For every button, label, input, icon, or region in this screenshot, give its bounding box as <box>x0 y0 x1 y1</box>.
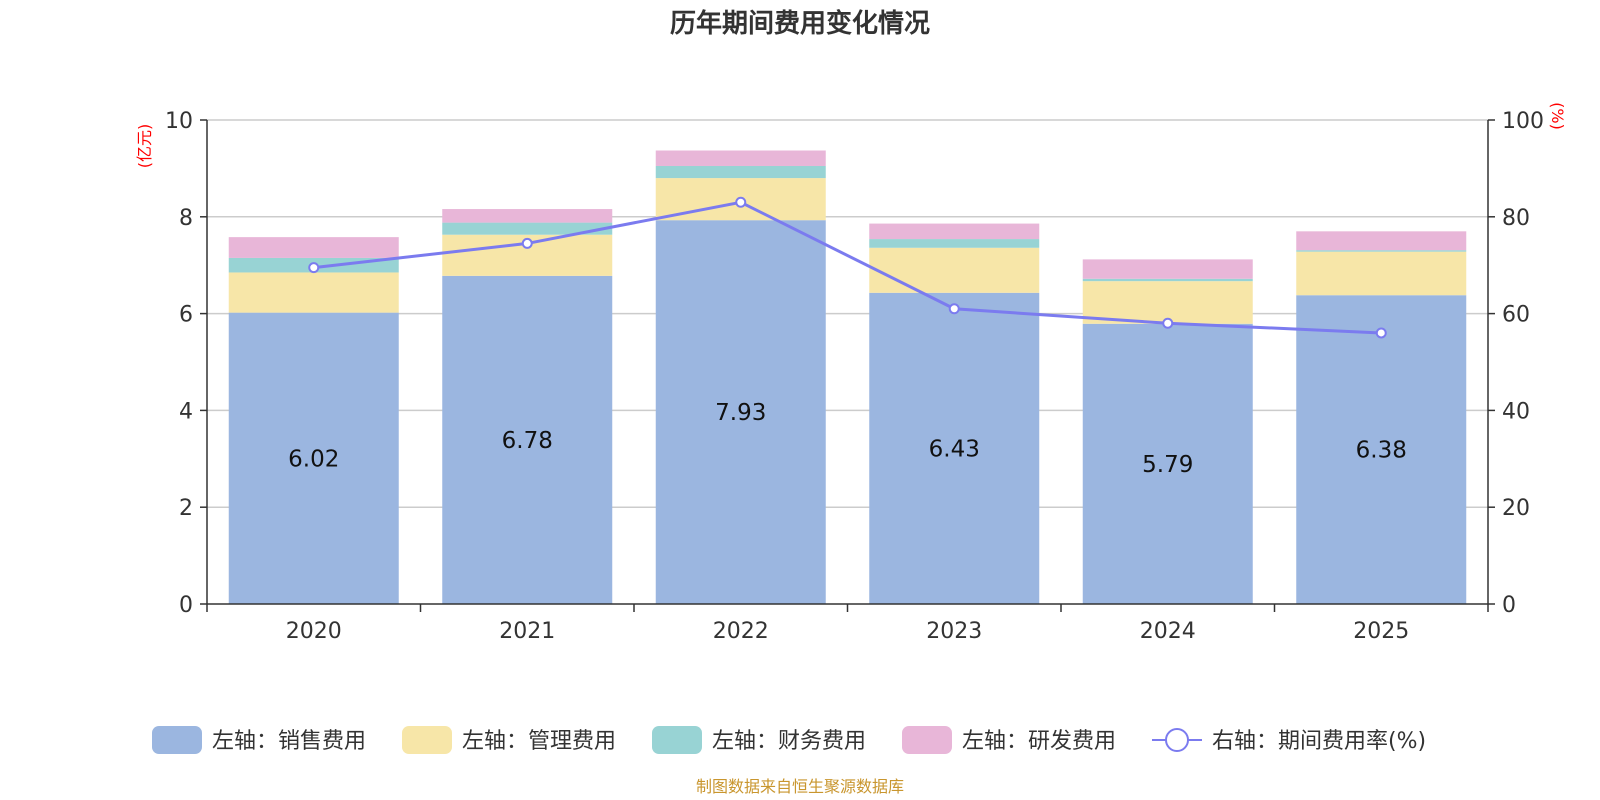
bar-segment-4 <box>1296 231 1467 251</box>
source-note: 制图数据来自恒生聚源数据库 <box>696 777 904 796</box>
bar-data-label: 6.02 <box>288 446 339 472</box>
legend: 左轴：销售费用 左轴：管理费用 左轴：财务费用 左轴：研发费用 右轴：期间费用率(%) <box>152 726 1426 754</box>
bar-data-label: 6.38 <box>1356 438 1407 464</box>
x-tick-label: 2021 <box>499 619 555 644</box>
legend-label: 右轴：期间费用率(%) <box>1212 729 1426 754</box>
bar-segment-3 <box>1082 278 1253 282</box>
x-tick-label: 2024 <box>1140 619 1196 644</box>
legend-label: 左轴：销售费用 <box>212 729 366 754</box>
bar-data-label: 6.78 <box>502 428 553 454</box>
right-tick-label: 80 <box>1502 206 1530 231</box>
rate-point <box>308 262 320 274</box>
bar-segment-3 <box>869 239 1040 248</box>
bar-segment-3 <box>442 222 613 235</box>
bar-segment-4 <box>228 237 399 258</box>
gridlines <box>207 119 1488 508</box>
right-tick-label: 60 <box>1502 303 1530 328</box>
bar-data-label: 7.93 <box>715 400 766 426</box>
bar-segment-4 <box>442 209 613 223</box>
rate-point <box>1162 317 1174 329</box>
right-tick-label: 20 <box>1502 496 1530 521</box>
bar-segment-4 <box>869 223 1040 240</box>
rate-point <box>948 303 960 315</box>
left-tick-label: 10 <box>165 109 193 134</box>
left-tick-label: 2 <box>179 496 193 521</box>
bar-segment-1 <box>442 275 613 604</box>
bar-segment-2 <box>1082 281 1253 324</box>
left-axis-unit: (亿元) <box>135 124 154 169</box>
legend-swatch <box>402 726 452 754</box>
x-tick-label: 2023 <box>926 619 982 644</box>
x-tick-label: 2022 <box>713 619 769 644</box>
bar-segment-2 <box>228 272 399 313</box>
right-tick-label: 100 <box>1502 109 1544 134</box>
left-tick-label: 0 <box>179 593 193 618</box>
legend-swatch <box>152 726 202 754</box>
right-axis-unit: (%) <box>1548 102 1567 130</box>
bar-segment-3 <box>1296 250 1467 252</box>
bars <box>228 150 1467 605</box>
bar-segment-1 <box>1296 295 1467 604</box>
rate-point <box>735 196 747 208</box>
legend-swatch <box>652 726 702 754</box>
left-tick-label: 8 <box>179 206 193 231</box>
bar-segment-1 <box>655 220 826 605</box>
bar-segment-4 <box>1082 259 1253 279</box>
bar-segment-1 <box>869 292 1040 604</box>
legend-swatch <box>902 726 952 754</box>
left-tick-label: 4 <box>179 399 193 424</box>
bar-segment-4 <box>655 150 826 166</box>
bar-segment-1 <box>1082 323 1253 604</box>
bar-segment-2 <box>869 247 1040 293</box>
bar-segment-1 <box>228 312 399 604</box>
legend-circle-marker <box>1165 728 1189 752</box>
left-tick-label: 6 <box>179 303 193 328</box>
x-tick-label: 2025 <box>1353 619 1409 644</box>
chart-title: 历年期间费用变化情况 <box>670 8 930 39</box>
rate-line <box>308 196 1387 339</box>
rate-point <box>1375 327 1387 339</box>
legend-label: 左轴：管理费用 <box>462 729 616 754</box>
right-tick-label: 40 <box>1502 399 1530 424</box>
bar-segment-2 <box>1296 251 1467 296</box>
bar-data-label: 5.79 <box>1142 452 1193 478</box>
data-labels: 6.02 6.78 7.93 6.43 5.79 6.38 <box>288 400 1407 478</box>
right-tick-label: 0 <box>1502 593 1516 618</box>
bar-data-label: 6.43 <box>929 436 980 462</box>
rate-line-path <box>313 200 1382 335</box>
x-tick-label: 2020 <box>286 619 342 644</box>
rate-point <box>521 237 533 249</box>
legend-label: 左轴：研发费用 <box>962 729 1116 754</box>
legend-label: 左轴：财务费用 <box>712 729 866 754</box>
bar-segment-3 <box>655 165 826 179</box>
